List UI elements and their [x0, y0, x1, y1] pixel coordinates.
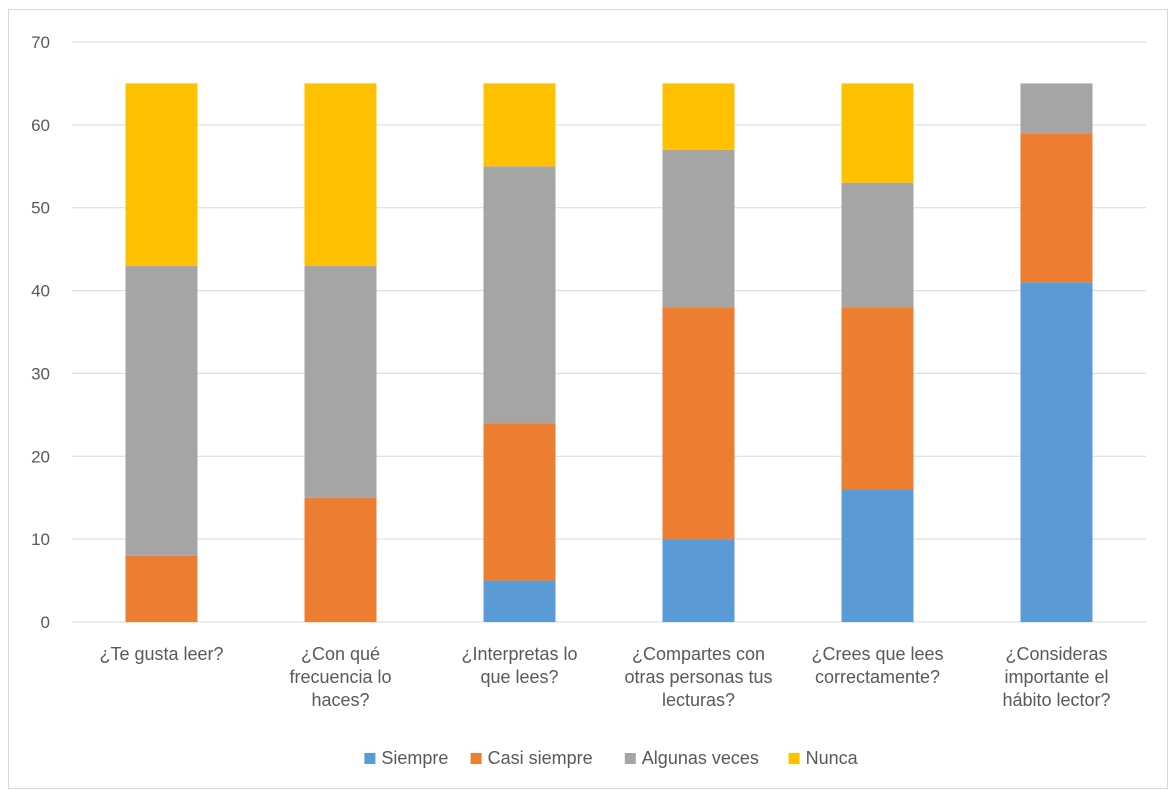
- legend-swatch: [624, 753, 636, 764]
- x-category-label: ¿Consideras importante el hábito lector?: [1002, 644, 1110, 710]
- bar-segment-casi-siempre: [304, 497, 377, 622]
- x-axis-categories: ¿Te gusta leer? ¿Con qué frecuencia lo hace…: [99, 644, 1110, 710]
- bar-segment-nunca: [304, 83, 377, 266]
- bar-segment-siempre: [1020, 282, 1093, 622]
- legend-label: Siempre: [381, 748, 448, 768]
- bar-segment-algunas-veces: [125, 265, 198, 556]
- legend-swatch: [470, 753, 482, 764]
- y-tick-label: 70: [31, 33, 50, 52]
- x-category-line: ¿Con qué: [301, 644, 380, 664]
- bar-segment-siempre: [483, 580, 556, 622]
- legend-swatch: [788, 753, 800, 764]
- bar-segment-casi-siempre: [1020, 133, 1093, 283]
- bar-segment-casi-siempre: [841, 307, 914, 490]
- bar-segment-nunca: [662, 83, 735, 150]
- x-category-label: ¿Con qué frecuencia lo haces?: [289, 644, 391, 710]
- x-category-label: ¿Te gusta leer?: [99, 644, 223, 664]
- x-category-label: ¿Compartes con otras personas tus lecturas…: [624, 644, 772, 710]
- legend-swatch: [364, 753, 376, 764]
- y-tick-label: 30: [31, 364, 50, 383]
- y-tick-label: 40: [31, 282, 50, 301]
- x-category-line: importante el: [1004, 667, 1108, 687]
- bar-segment-nunca: [841, 83, 914, 183]
- x-category-line: frecuencia lo: [289, 667, 391, 687]
- x-category-line: correctamente?: [815, 667, 940, 687]
- bar-segment-algunas-veces: [1020, 83, 1093, 134]
- x-category-line: haces?: [311, 690, 369, 710]
- x-category-line: ¿Interpretas lo: [461, 644, 577, 664]
- y-tick-label: 10: [31, 530, 50, 549]
- x-category-label: ¿Interpretas lo que lees?: [461, 644, 577, 687]
- bar-segment-casi-siempre: [125, 555, 198, 622]
- bar-segment-casi-siempre: [483, 423, 556, 581]
- x-category-line: ¿Compartes con: [632, 644, 765, 664]
- y-tick-label: 50: [31, 199, 50, 218]
- bar-segment-algunas-veces: [483, 166, 556, 424]
- bars: [125, 83, 1093, 622]
- x-category-label: ¿Crees que lees correctamente?: [811, 644, 943, 687]
- bar-segment-nunca: [125, 83, 198, 266]
- bar-segment-casi-siempre: [662, 307, 735, 540]
- bar-segment-nunca: [483, 83, 556, 167]
- bar-segment-siempre: [662, 539, 735, 622]
- legend-item-casi-siempre: Casi siempre: [470, 748, 593, 768]
- legend-label: Casi siempre: [488, 748, 593, 768]
- chart-frame: [8, 9, 1168, 789]
- bar-segment-siempre: [841, 489, 914, 622]
- x-category-line: ¿Consideras: [1005, 644, 1107, 664]
- legend: Siempre Casi siempre Algunas veces Nunca: [364, 748, 859, 768]
- gridlines: [72, 41, 1146, 623]
- bar-segment-algunas-veces: [662, 149, 735, 308]
- x-category-line: lecturas?: [662, 690, 735, 710]
- bar-segment-algunas-veces: [841, 182, 914, 308]
- legend-item-siempre: Siempre: [364, 748, 448, 768]
- legend-label: Algunas veces: [642, 748, 759, 768]
- x-category-line: hábito lector?: [1002, 690, 1110, 710]
- x-category-line: que lees?: [480, 667, 558, 687]
- legend-item-algunas-veces: Algunas veces: [624, 748, 759, 768]
- y-axis-ticks: 0 10 20 30 40 50 60 70: [31, 33, 50, 632]
- legend-item-nunca: Nunca: [788, 748, 859, 768]
- x-category-line: ¿Te gusta leer?: [99, 644, 223, 664]
- legend-label: Nunca: [806, 748, 859, 768]
- y-tick-label: 0: [41, 613, 50, 632]
- y-tick-label: 60: [31, 116, 50, 135]
- x-category-line: otras personas tus: [624, 667, 772, 687]
- x-category-line: ¿Crees que lees: [811, 644, 943, 664]
- bar-segment-algunas-veces: [304, 265, 377, 498]
- y-tick-label: 20: [31, 447, 50, 466]
